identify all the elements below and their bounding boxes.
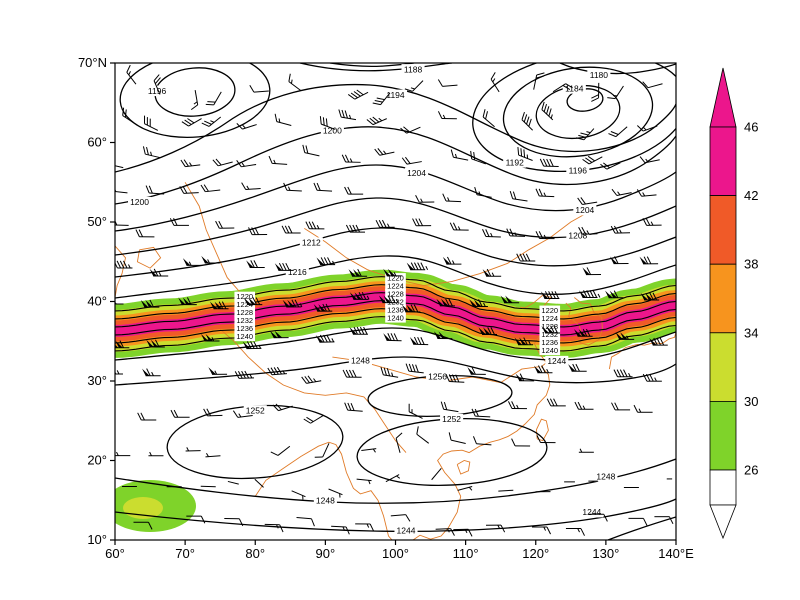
svg-text:1244: 1244 xyxy=(547,356,566,366)
svg-text:1208: 1208 xyxy=(568,231,587,241)
svg-text:1232: 1232 xyxy=(541,330,558,339)
svg-text:60°: 60° xyxy=(105,546,125,561)
svg-text:1236: 1236 xyxy=(236,324,253,333)
svg-text:1192: 1192 xyxy=(506,157,525,167)
svg-text:38: 38 xyxy=(744,257,758,272)
svg-text:70°N: 70°N xyxy=(78,55,107,70)
svg-text:90°: 90° xyxy=(316,546,336,561)
svg-text:70°: 70° xyxy=(175,546,195,561)
svg-text:1216: 1216 xyxy=(288,267,307,277)
svg-text:1224: 1224 xyxy=(541,314,558,323)
svg-text:1220: 1220 xyxy=(236,292,253,301)
svg-text:100°: 100° xyxy=(382,546,409,561)
svg-text:1240: 1240 xyxy=(541,346,558,355)
svg-text:1196: 1196 xyxy=(569,165,588,175)
svg-text:1256: 1256 xyxy=(428,371,447,381)
svg-text:20°: 20° xyxy=(87,453,107,468)
svg-text:120°: 120° xyxy=(522,546,549,561)
svg-text:60°: 60° xyxy=(87,135,107,150)
svg-text:140°E: 140°E xyxy=(658,546,694,561)
svg-text:1244: 1244 xyxy=(397,526,416,536)
svg-text:30: 30 xyxy=(744,394,758,409)
svg-text:1200: 1200 xyxy=(130,197,149,207)
contour-labels: 1188 1194 1196 1200 1200 1204 1180 1184 1192 1196… xyxy=(128,64,618,536)
jet-shading-band xyxy=(115,269,676,532)
svg-text:1248: 1248 xyxy=(316,495,335,505)
svg-text:1252: 1252 xyxy=(442,414,461,424)
svg-text:1194: 1194 xyxy=(386,90,405,100)
svg-text:1220: 1220 xyxy=(541,306,558,315)
svg-text:1252: 1252 xyxy=(246,405,265,415)
svg-text:1196: 1196 xyxy=(148,86,167,96)
colorbar: 46 42 38 34 30 26 xyxy=(709,67,758,540)
svg-text:50°: 50° xyxy=(87,214,107,229)
svg-text:1232: 1232 xyxy=(387,298,404,307)
svg-text:1240: 1240 xyxy=(236,332,253,341)
svg-text:1236: 1236 xyxy=(541,338,558,347)
svg-text:1228: 1228 xyxy=(541,322,558,331)
svg-text:1232: 1232 xyxy=(236,316,253,325)
svg-text:1228: 1228 xyxy=(387,290,404,299)
svg-text:1224: 1224 xyxy=(236,300,253,309)
svg-text:42: 42 xyxy=(744,188,758,203)
svg-text:1224: 1224 xyxy=(387,282,404,291)
svg-text:1240: 1240 xyxy=(387,314,404,323)
svg-text:30°: 30° xyxy=(87,373,107,388)
svg-text:1228: 1228 xyxy=(236,308,253,317)
axes: 60° 70° 80° 90° 100° 110° 120° 130° 140°E 70°N 60°… xyxy=(78,55,694,561)
svg-text:1244: 1244 xyxy=(582,507,601,517)
svg-text:80°: 80° xyxy=(245,546,265,561)
svg-text:26: 26 xyxy=(744,463,758,478)
svg-text:1180: 1180 xyxy=(590,70,609,80)
svg-text:1212: 1212 xyxy=(302,238,321,248)
svg-text:1236: 1236 xyxy=(387,306,404,315)
svg-text:1204: 1204 xyxy=(575,205,594,215)
svg-text:1248: 1248 xyxy=(351,355,370,365)
svg-text:34: 34 xyxy=(744,325,758,340)
svg-text:130°: 130° xyxy=(592,546,619,561)
svg-text:110°: 110° xyxy=(453,546,479,561)
svg-text:1200: 1200 xyxy=(323,126,342,136)
svg-text:1220: 1220 xyxy=(387,274,404,283)
wind-barbs xyxy=(115,64,674,537)
svg-text:1204: 1204 xyxy=(407,168,426,178)
svg-text:10°: 10° xyxy=(87,532,107,547)
svg-text:1188: 1188 xyxy=(404,64,423,74)
svg-text:1248: 1248 xyxy=(596,471,615,481)
svg-text:40°: 40° xyxy=(87,294,107,309)
svg-text:1184: 1184 xyxy=(565,84,584,94)
svg-text:46: 46 xyxy=(744,120,758,135)
map-outlines xyxy=(115,182,676,540)
